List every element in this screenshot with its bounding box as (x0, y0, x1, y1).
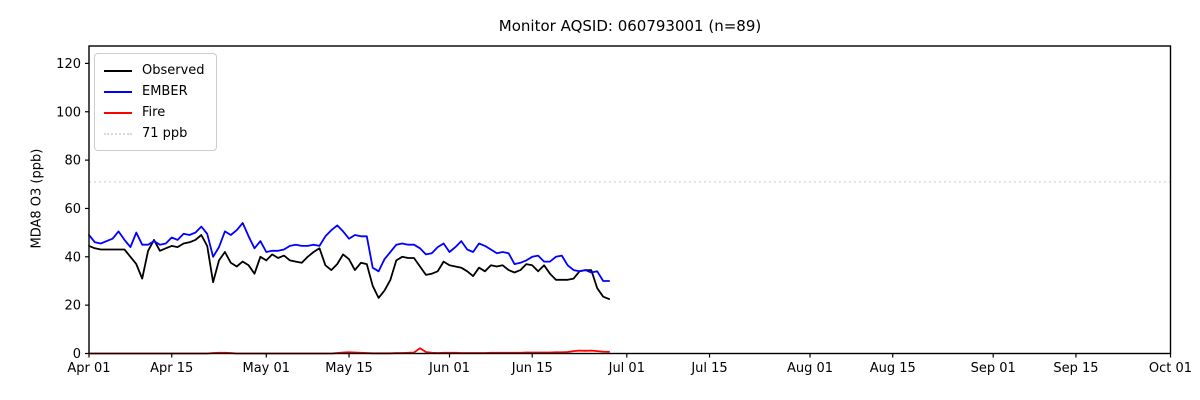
legend-label: Fire (142, 105, 166, 120)
legend-label: 71 ppb (142, 126, 188, 141)
legend-line-swatch (104, 132, 132, 135)
x-tick-label: Sep 15 (1053, 361, 1098, 376)
x-tick-label: Jul 15 (690, 361, 727, 376)
legend-line-swatch (104, 90, 132, 93)
legend-entry: 71 ppb (104, 123, 205, 144)
legend: Observed EMBER Fire 71 ppb (94, 53, 217, 151)
x-tick-label: Sep 01 (971, 361, 1016, 376)
series-line-observed (88, 234, 610, 301)
x-tick-label: Aug 01 (787, 361, 833, 376)
legend-entry: Observed (104, 60, 205, 81)
y-tick-label: 40 (64, 250, 81, 265)
chart-title: Monitor AQSID: 060793001 (n=89) (498, 17, 762, 35)
y-tick-label: 0 (73, 347, 81, 362)
legend-label: EMBER (142, 84, 188, 99)
legend-line-swatch (104, 111, 132, 114)
x-tick-label: Jun 01 (428, 361, 470, 376)
y-tick-label: 20 (64, 299, 81, 314)
x-tick-label: May 01 (243, 361, 291, 376)
x-tick-label: Apr 15 (150, 361, 193, 376)
y-tick-label: 80 (64, 154, 81, 169)
legend-entry: EMBER (104, 81, 205, 102)
series-line-fire (88, 347, 610, 355)
legend-label: Observed (142, 63, 205, 78)
axes-spines (88, 45, 1172, 355)
legend-line-swatch (104, 69, 132, 72)
x-tick-label: May 15 (325, 361, 373, 376)
x-tick-label: Apr 01 (67, 361, 110, 376)
y-tick-label: 120 (56, 57, 81, 72)
x-tick-label: Jun 15 (511, 361, 553, 376)
y-tick-label: 100 (56, 105, 81, 120)
y-tick-label: 60 (64, 202, 81, 217)
series-line-ember (88, 222, 610, 282)
x-tick-label: Oct 01 (1149, 361, 1192, 376)
legend-entry: Fire (104, 102, 205, 123)
x-tick-label: Aug 15 (870, 361, 916, 376)
x-tick-label: Jul 01 (608, 361, 645, 376)
